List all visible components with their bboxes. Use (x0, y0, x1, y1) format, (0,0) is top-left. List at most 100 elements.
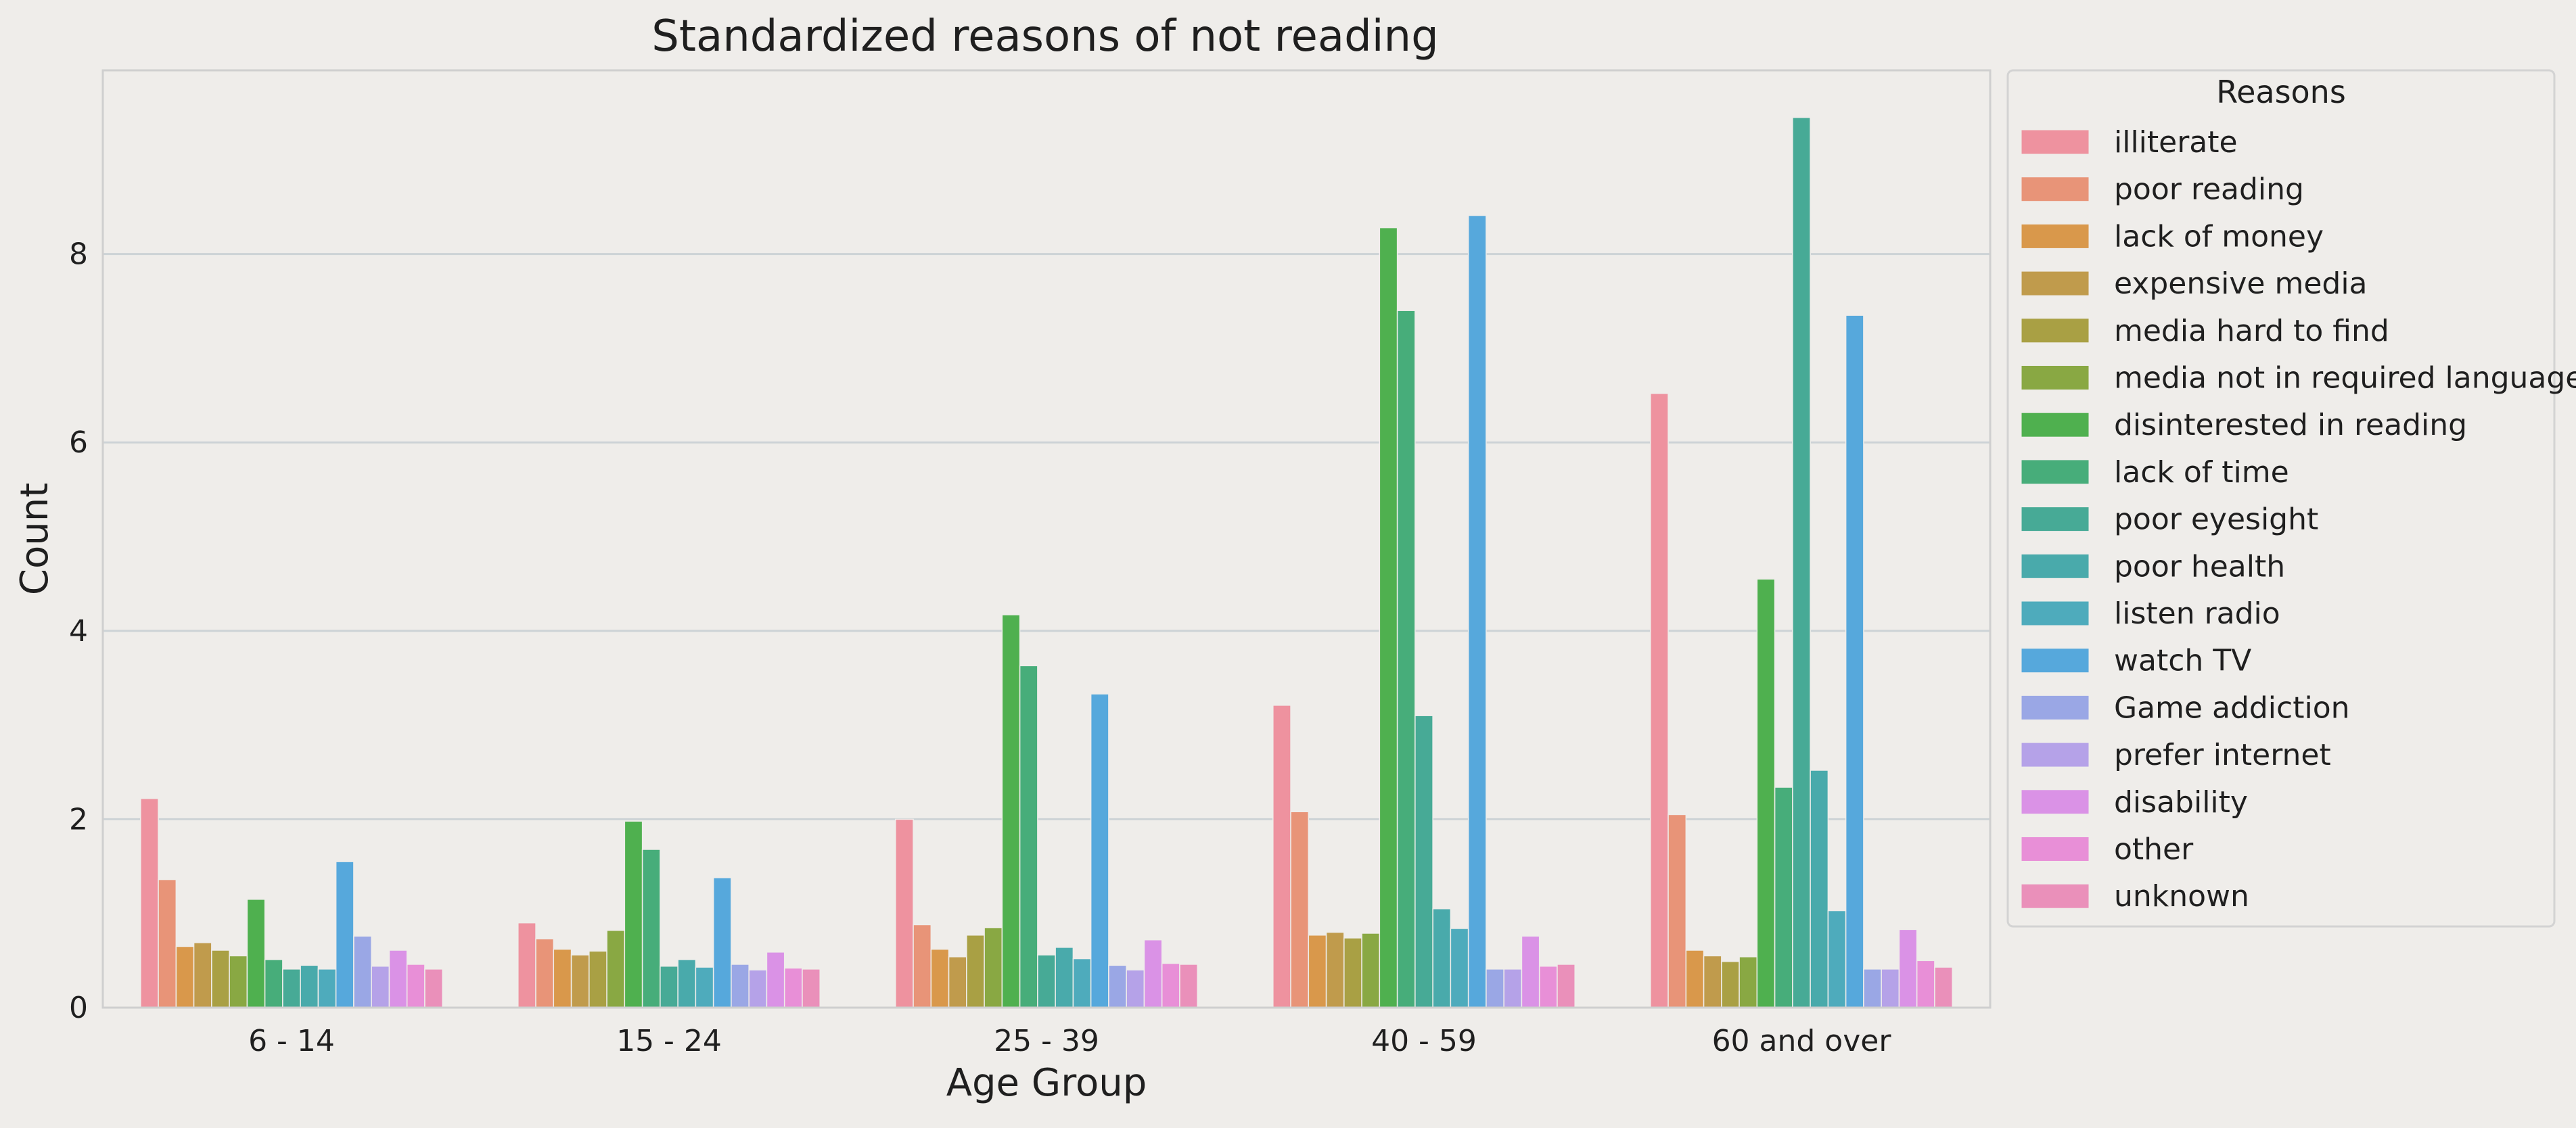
bar (1845, 314, 1864, 1008)
legend-label: media hard to find (2114, 314, 2389, 348)
bar (1668, 814, 1687, 1008)
bar (1792, 116, 1811, 1008)
plot-frame (101, 69, 1992, 1009)
bar (1756, 578, 1776, 1008)
x-tick-label: 40 - 59 (1371, 1024, 1477, 1058)
bar (1721, 960, 1740, 1008)
bar (1414, 715, 1433, 1008)
legend-label: lack of money (2114, 219, 2324, 254)
bar (1810, 770, 1829, 1008)
legend-swatch (2021, 271, 2090, 296)
legend-swatch (2021, 742, 2090, 768)
bar (317, 968, 337, 1008)
legend-swatch (2021, 223, 2090, 249)
legend-label: poor eyesight (2114, 502, 2318, 537)
bar (1290, 811, 1310, 1008)
bar (913, 924, 932, 1008)
x-tick-label: 6 - 14 (248, 1024, 335, 1058)
bar (158, 878, 177, 1008)
x-tick-label: 25 - 39 (994, 1024, 1099, 1058)
bar (353, 935, 372, 1008)
legend-swatch (2021, 177, 2090, 202)
bar (1055, 947, 1074, 1008)
bar (1467, 214, 1487, 1008)
bar (1396, 310, 1416, 1008)
bar (1272, 705, 1291, 1008)
bar (1739, 956, 1758, 1008)
bars (140, 116, 1953, 1008)
legend-swatch (2021, 553, 2090, 579)
y-tick-label: 6 (69, 425, 88, 460)
bar (766, 951, 785, 1008)
legend-swatch (2021, 883, 2090, 909)
bar (406, 964, 426, 1008)
bar (1019, 665, 1038, 1008)
bar (783, 967, 803, 1008)
legend-label: disability (2114, 785, 2248, 820)
bar (1486, 968, 1504, 1008)
x-axis-label: Age Group (946, 1061, 1147, 1105)
y-tick-label: 4 (69, 614, 88, 649)
x-tick-labels: 6 - 14 15 - 24 25 - 39 40 - 59 60 and over (248, 1024, 1891, 1058)
legend-label: listen radio (2114, 596, 2280, 631)
bar (677, 959, 697, 1008)
legend-label: watch TV (2114, 644, 2251, 678)
bar (1863, 968, 1882, 1008)
bar (246, 899, 266, 1008)
legend-frame (2006, 69, 2556, 928)
bar (930, 948, 950, 1008)
bar (1827, 910, 1847, 1008)
legend-swatch (2021, 837, 2090, 862)
y-tick-label: 8 (69, 237, 88, 272)
bar (1108, 964, 1127, 1008)
legend-swatch (2021, 789, 2090, 815)
bar (264, 959, 283, 1008)
y-tick-label: 2 (69, 802, 88, 837)
bar (712, 877, 732, 1008)
bar (300, 964, 319, 1008)
bar (282, 968, 301, 1008)
bar (1432, 908, 1452, 1008)
bar (1072, 958, 1092, 1008)
legend-label: poor health (2114, 549, 2285, 584)
bar (193, 942, 212, 1008)
bar (1308, 934, 1327, 1008)
bar (335, 861, 354, 1008)
chart-title: Standardized reasons of not reading (651, 11, 1438, 62)
bar (1126, 969, 1145, 1008)
bar (1379, 227, 1398, 1008)
bar (1001, 614, 1021, 1008)
bar (1143, 939, 1163, 1008)
bar (1650, 393, 1669, 1008)
bar (1774, 786, 1793, 1008)
y-axis-label: Count (13, 483, 57, 595)
legend-swatch (2021, 648, 2090, 674)
legend-swatch (2021, 365, 2090, 390)
bar (1450, 928, 1469, 1008)
legend-label: illiterate (2114, 125, 2238, 160)
bar (1161, 962, 1180, 1008)
bar (535, 938, 555, 1008)
legend: Reasons illiterate poor reading lack of mo… (2006, 69, 2576, 928)
bar (641, 849, 661, 1008)
x-tick-label: 60 and over (1712, 1024, 1892, 1058)
bar (802, 968, 821, 1008)
bar (388, 949, 408, 1008)
bar (1685, 949, 1705, 1008)
bar (1503, 968, 1523, 1008)
bar (371, 965, 390, 1008)
bar (731, 964, 750, 1008)
legend-swatch (2021, 129, 2090, 155)
bar (589, 950, 607, 1008)
bar (966, 934, 985, 1008)
bar (1898, 929, 1918, 1008)
bar (948, 956, 967, 1008)
bar (748, 969, 768, 1008)
legend-label: other (2114, 832, 2194, 867)
bar (1703, 955, 1722, 1008)
gridlines (103, 253, 1990, 820)
bar (211, 949, 230, 1008)
bar (1179, 964, 1198, 1008)
